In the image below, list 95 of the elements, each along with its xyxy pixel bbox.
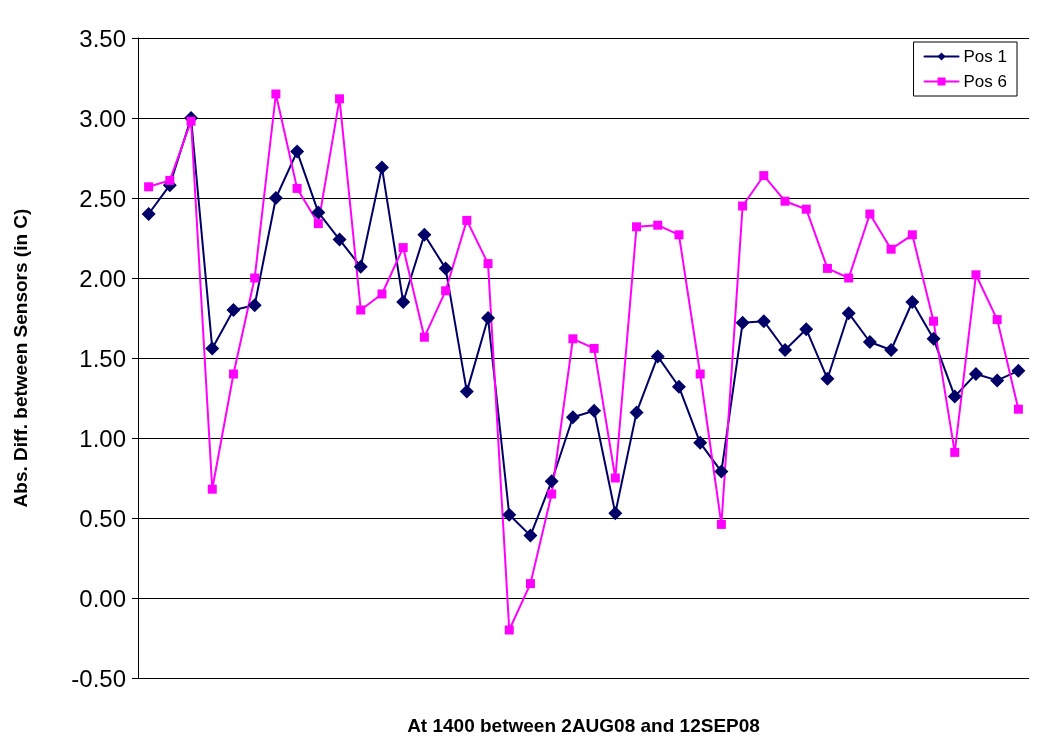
point [865, 209, 875, 219]
point [504, 625, 514, 635]
point [290, 144, 305, 159]
y-tick-label: 3.50 [79, 24, 126, 52]
point [929, 316, 939, 326]
point [738, 201, 748, 211]
point [862, 335, 877, 349]
point [544, 474, 559, 489]
point [374, 160, 389, 175]
point [441, 286, 451, 296]
y-tick-label: -0.50 [71, 664, 126, 692]
point [714, 464, 729, 479]
point [565, 410, 580, 425]
point [268, 191, 283, 205]
point [523, 528, 538, 543]
point [141, 207, 156, 221]
point [525, 579, 535, 589]
point [905, 295, 920, 309]
point [417, 227, 432, 242]
point [650, 349, 665, 364]
point [844, 273, 854, 283]
point [841, 306, 856, 321]
point [671, 379, 686, 394]
point [801, 204, 811, 214]
point [271, 89, 281, 99]
point [332, 232, 347, 247]
point [608, 506, 623, 521]
point [716, 519, 726, 529]
point [907, 230, 917, 240]
point [228, 369, 238, 379]
point [1011, 363, 1026, 378]
point [353, 259, 368, 274]
y-tick-label: 1.50 [79, 344, 126, 372]
point [335, 94, 345, 104]
point [356, 305, 366, 315]
point [950, 447, 960, 457]
point [311, 205, 326, 220]
point [653, 220, 663, 230]
point [610, 473, 620, 483]
point [756, 314, 771, 329]
y-axis-title: Abs. Diff. between Sensors (in C) [10, 208, 31, 508]
point [947, 389, 962, 404]
point [674, 230, 684, 240]
point [820, 371, 835, 386]
point [547, 489, 557, 499]
point [780, 196, 790, 206]
point [481, 311, 496, 325]
point [884, 343, 899, 357]
point [377, 289, 387, 299]
point [971, 270, 981, 280]
y-tick-label: 2.50 [79, 184, 126, 212]
point [144, 182, 154, 192]
point [693, 435, 708, 450]
y-tick-label: 0.00 [79, 584, 126, 612]
x-axis-title: At 1400 between 2AUG08 and 12SEP08 [407, 715, 760, 736]
point [968, 367, 983, 381]
point [799, 322, 814, 337]
point [313, 219, 323, 229]
point [459, 384, 474, 399]
y-tick-label: 0.50 [79, 504, 126, 532]
point [483, 259, 493, 269]
point [632, 222, 642, 232]
y-tick-label: 1.00 [79, 424, 126, 452]
point [759, 171, 769, 181]
point [292, 183, 302, 193]
y-tick-label: 2.00 [79, 264, 126, 292]
point [186, 116, 196, 126]
point [502, 507, 517, 522]
point [247, 298, 262, 313]
y-tick-label: 3.00 [79, 104, 126, 132]
point [207, 484, 217, 494]
point [778, 343, 793, 357]
legend-label: Pos 1 [963, 47, 1008, 66]
point [992, 315, 1002, 325]
point [438, 261, 453, 276]
point [419, 332, 429, 342]
legend-label: Pos 6 [963, 72, 1008, 91]
point [886, 244, 896, 254]
point [250, 273, 260, 283]
point [822, 263, 832, 273]
point [587, 403, 602, 418]
point [165, 175, 175, 185]
point [735, 315, 750, 330]
point [695, 369, 705, 379]
point [589, 343, 599, 353]
point [568, 334, 578, 344]
point [205, 341, 220, 356]
point [1013, 404, 1023, 414]
point [990, 373, 1005, 388]
point [926, 331, 941, 346]
point [398, 243, 408, 253]
point [226, 303, 241, 317]
point [396, 295, 411, 309]
point [629, 405, 644, 420]
point [462, 215, 472, 225]
